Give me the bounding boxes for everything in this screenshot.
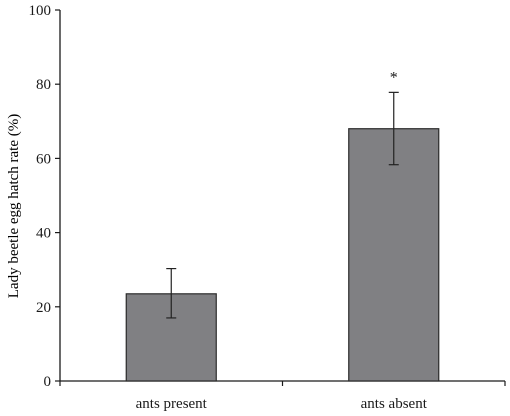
y-tick-label: 40 [36,226,51,242]
bars [125,128,440,382]
x-category-label: ants absent [361,396,428,412]
y-tick-label: 20 [36,300,51,316]
bar [348,128,440,382]
x-category-label: ants present [136,396,208,412]
y-tick-label: 80 [36,77,51,93]
significance-marker: * [390,69,398,86]
y-tick-label: 0 [44,374,52,390]
y-axis-ticks: 0 20 40 60 80 100 [29,3,60,390]
y-tick-label: 100 [29,3,52,19]
category-labels: ants present ants absent [136,396,428,412]
y-axis-title: Lady beetle egg hatch rate (%) [6,114,22,298]
error-bars: * [166,69,399,319]
y-tick-label: 60 [36,151,51,167]
